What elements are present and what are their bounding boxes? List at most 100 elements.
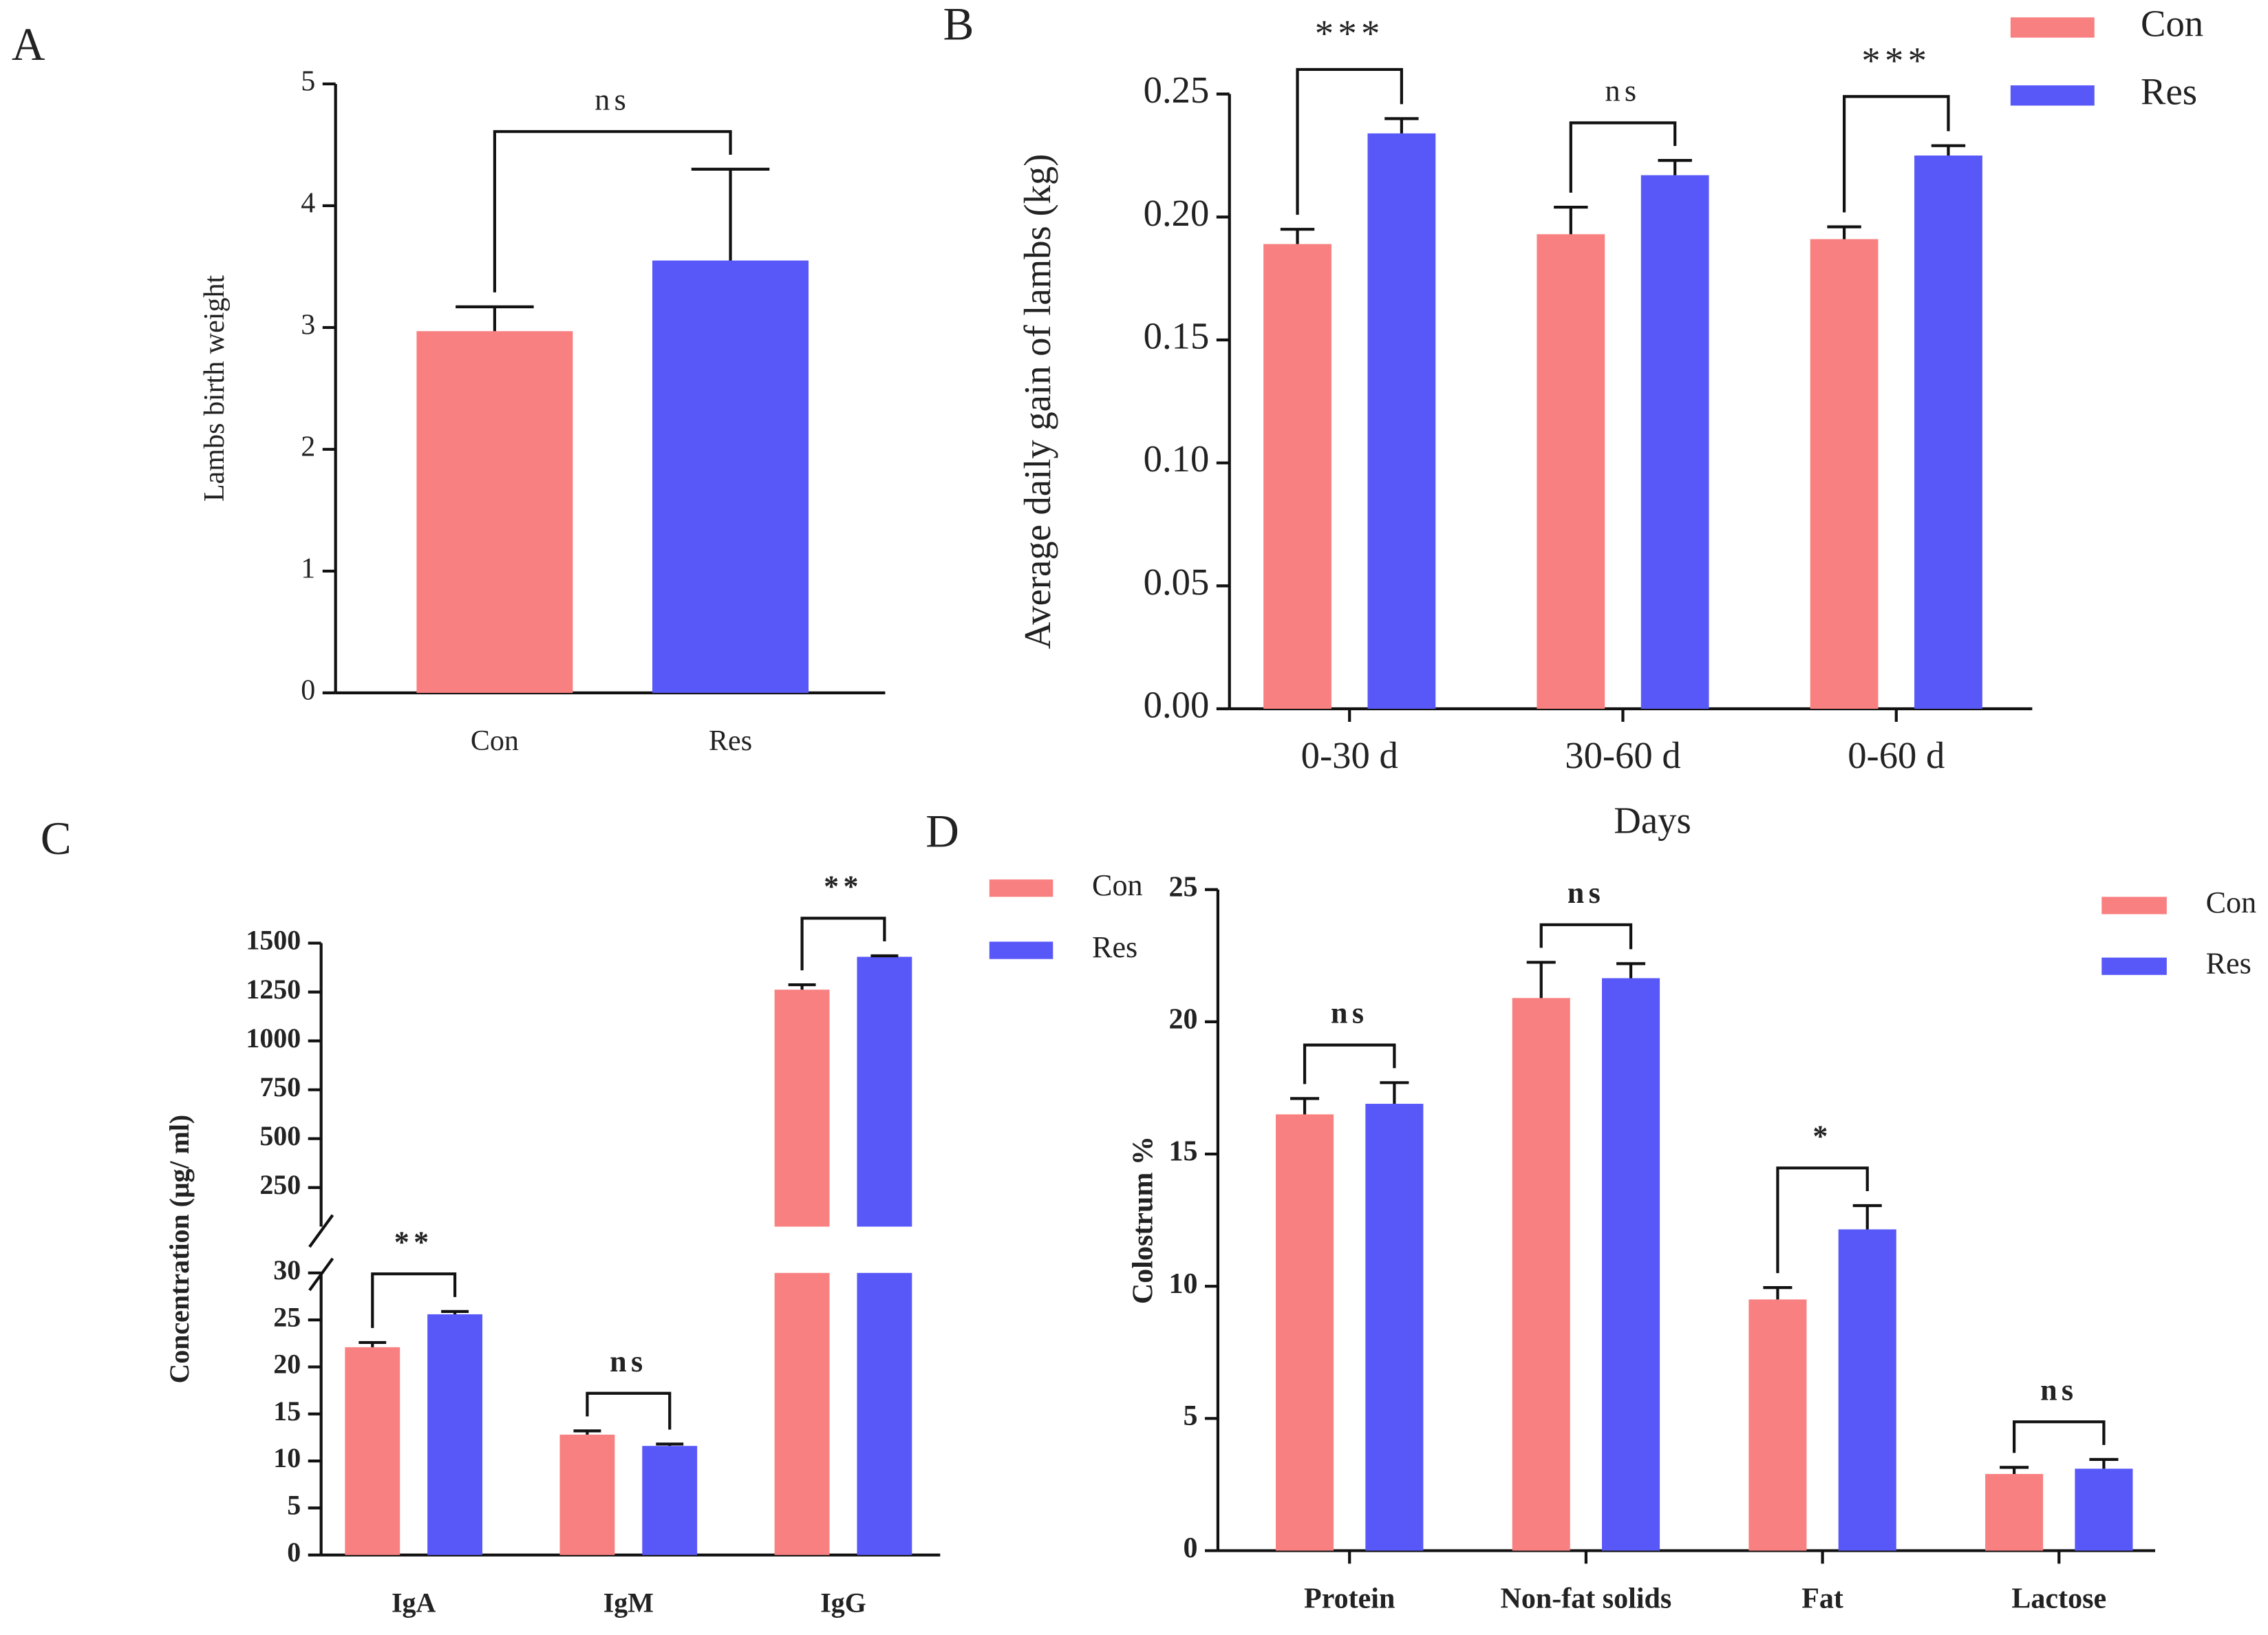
y-tick-label: 20 xyxy=(273,1349,301,1380)
significance-label: *** xyxy=(1861,40,1931,82)
bar xyxy=(642,1446,698,1555)
bar xyxy=(1367,133,1436,709)
y-tick-label: 4 xyxy=(301,188,315,220)
bar xyxy=(1748,1299,1807,1551)
bar xyxy=(857,1272,912,1555)
bar xyxy=(1537,234,1605,709)
panel-label: D xyxy=(926,805,959,857)
significance-bracket xyxy=(1303,1043,1396,1084)
bar xyxy=(416,331,573,693)
y-tick-label: 1000 xyxy=(246,1023,301,1054)
y-axis-label: Average daily gain of lambs (kg) xyxy=(1016,153,1058,649)
panel-label: B xyxy=(943,0,974,50)
x-tick-label: Con xyxy=(471,725,519,757)
significance-bracket xyxy=(371,1272,457,1328)
panel-label: C xyxy=(41,813,72,864)
bar xyxy=(345,1347,400,1555)
y-tick-label: 750 xyxy=(259,1071,301,1102)
bar xyxy=(774,1272,830,1555)
bar xyxy=(2075,1468,2133,1551)
y-tick-label: 0.05 xyxy=(1144,561,1210,603)
y-tick-label: 0.20 xyxy=(1144,192,1210,234)
legend-label: Res xyxy=(2206,946,2251,980)
bar xyxy=(1365,1104,1424,1551)
y-tick-label: 0 xyxy=(301,675,315,707)
y-axis-label: Colostrum % xyxy=(1127,1136,1159,1304)
y-axis-label: Concentration (μg/ ml) xyxy=(164,1115,195,1384)
y-tick-label: 500 xyxy=(259,1120,301,1151)
y-tick-label: 0.10 xyxy=(1144,438,1210,480)
legend-swatch xyxy=(989,941,1053,959)
significance-label: *** xyxy=(1315,12,1384,54)
y-tick-label: 30 xyxy=(273,1254,301,1285)
legend-label: Con xyxy=(2206,886,2257,919)
x-tick-label: 0-60 d xyxy=(1848,734,1945,776)
y-tick-label: 0.25 xyxy=(1144,69,1210,111)
panel-label: A xyxy=(12,19,45,70)
x-axis-label: Days xyxy=(1614,800,1691,842)
y-tick-label: 1 xyxy=(301,553,315,585)
x-tick-label: Protein xyxy=(1304,1583,1395,1615)
legend-label: Con xyxy=(1092,868,1143,902)
bar xyxy=(427,1314,483,1555)
y-tick-label: 15 xyxy=(1168,1136,1197,1168)
significance-label: ns xyxy=(610,1345,647,1378)
bar xyxy=(1512,998,1570,1551)
y-tick-label: 20 xyxy=(1168,1004,1197,1036)
legend-label: Res xyxy=(2141,70,2197,112)
y-tick-label: 25 xyxy=(1168,871,1197,903)
legend-swatch xyxy=(2101,957,2167,975)
significance-bracket xyxy=(493,130,732,292)
y-tick-label: 0 xyxy=(287,1537,301,1568)
y-tick-label: 0 xyxy=(1183,1532,1197,1564)
x-tick-label: Non-fat solids xyxy=(1501,1583,1672,1615)
y-tick-label: 2 xyxy=(301,431,315,463)
significance-bracket xyxy=(586,1391,672,1430)
significance-label: ns xyxy=(2040,1373,2077,1407)
bar xyxy=(1985,1473,2044,1551)
y-tick-label: 1250 xyxy=(246,974,301,1005)
significance-label: ns xyxy=(1331,996,1368,1030)
x-tick-label: IgA xyxy=(392,1587,436,1618)
bar xyxy=(1838,1229,1896,1551)
bar xyxy=(1914,156,1982,709)
y-tick-label: 25 xyxy=(273,1301,301,1332)
bar xyxy=(1810,239,1879,709)
y-tick-label: 10 xyxy=(273,1442,301,1473)
x-tick-label: Fat xyxy=(1801,1583,1843,1615)
y-tick-label: 3 xyxy=(301,310,315,341)
legend-swatch xyxy=(2010,85,2095,106)
legend-label: Res xyxy=(1092,930,1137,964)
y-tick-label: 15 xyxy=(273,1396,301,1426)
x-tick-label: 0-30 d xyxy=(1301,734,1398,776)
significance-label: ns xyxy=(1568,876,1605,910)
significance-bracket xyxy=(1843,95,1950,213)
y-tick-label: 250 xyxy=(259,1169,301,1200)
x-tick-label: IgG xyxy=(820,1587,866,1618)
significance-label: ns xyxy=(595,83,630,116)
significance-label: * xyxy=(1812,1119,1832,1153)
bar xyxy=(1276,1114,1334,1551)
legend-swatch xyxy=(989,879,1053,897)
significance-bracket xyxy=(800,917,886,971)
bar xyxy=(559,1434,615,1555)
y-tick-label: 5 xyxy=(1183,1400,1197,1432)
significance-bracket xyxy=(1539,923,1633,950)
significance-bracket xyxy=(1569,121,1677,193)
y-tick-label: 0.00 xyxy=(1144,684,1210,726)
bar xyxy=(652,260,809,693)
y-tick-label: 10 xyxy=(1168,1268,1197,1300)
legend-swatch xyxy=(2101,897,2167,915)
significance-bracket xyxy=(2012,1420,2106,1453)
bar xyxy=(1602,978,1660,1551)
legend-swatch xyxy=(2010,17,2095,38)
y-tick-label: 5 xyxy=(287,1490,301,1521)
significance-bracket xyxy=(1296,67,1403,215)
bar xyxy=(774,990,830,1227)
legend-label: Con xyxy=(2141,3,2203,45)
y-tick-label: 0.15 xyxy=(1144,315,1210,357)
y-tick-label: 1500 xyxy=(246,925,301,956)
significance-label: ** xyxy=(824,869,863,903)
y-axis-label: Lambs birth weight xyxy=(199,275,231,502)
